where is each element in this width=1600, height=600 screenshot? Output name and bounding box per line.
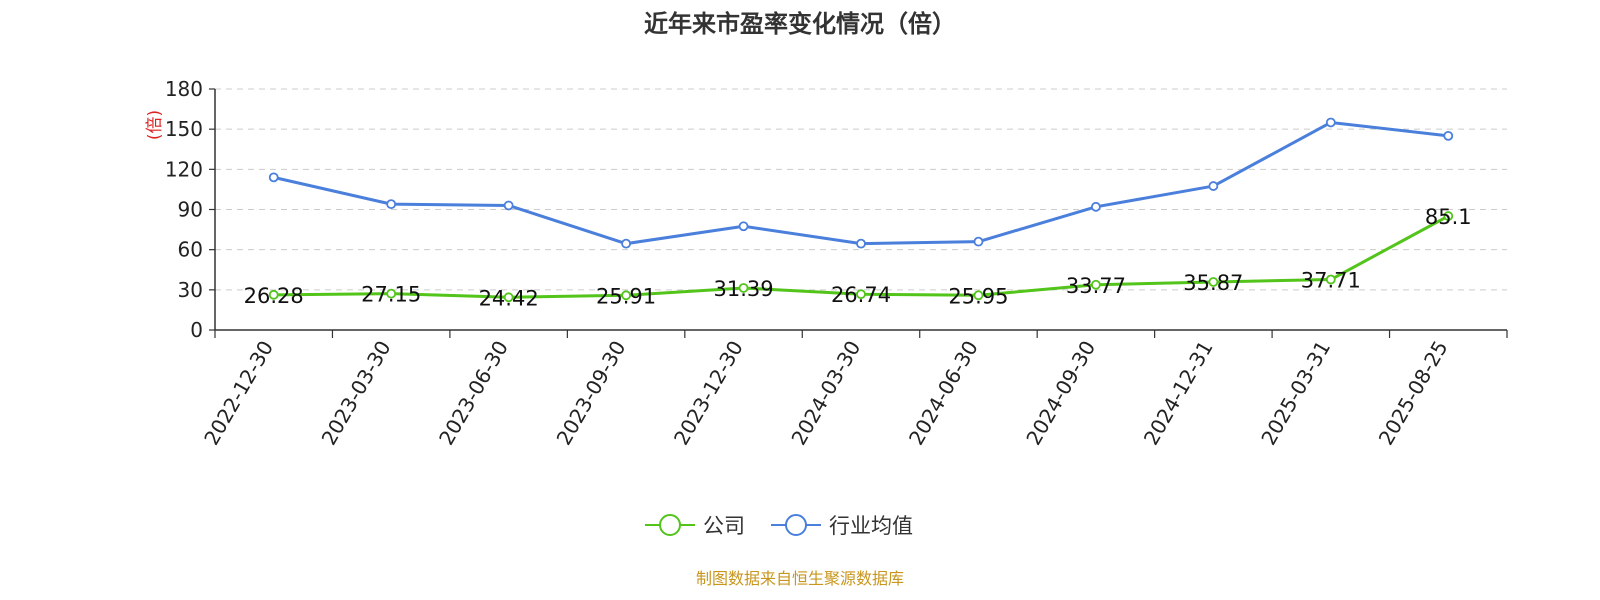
x-tick-label: 2024-03-30 (786, 337, 865, 450)
data-point[interactable] (503, 292, 514, 303)
data-label: 31.39 (713, 277, 773, 301)
data-label: 37.71 (1301, 269, 1361, 293)
data-point[interactable] (1091, 279, 1101, 290)
y-tick-label: 30 (178, 278, 203, 302)
data-labels: 26.28 27.15 24.42 25.91 31.39 26.74 25.95 33.77… (244, 205, 1472, 310)
data-point[interactable] (1443, 211, 1454, 221)
data-label: 26.28 (244, 284, 304, 308)
data-point[interactable] (1091, 201, 1101, 212)
data-label: 25.95 (948, 284, 1008, 308)
x-tick-label: 2024-06-30 (904, 337, 983, 450)
legend-label: 公司 (703, 514, 745, 538)
y-tick-label: 120 (165, 157, 203, 181)
y-tick-label: 150 (165, 117, 203, 141)
data-label: 24.42 (479, 286, 539, 310)
x-tick-label: 2025-03-31 (1256, 337, 1335, 450)
data-label: 27.15 (361, 283, 421, 307)
data-point[interactable] (1443, 130, 1454, 141)
data-label: 25.91 (596, 284, 656, 308)
data-point[interactable] (1208, 181, 1219, 191)
legend-item[interactable]: 公司 (645, 514, 745, 538)
data-point[interactable] (738, 221, 749, 232)
legend-label: 行业均值 (829, 514, 913, 538)
data-point[interactable] (738, 283, 749, 293)
legend-marker-icon (659, 514, 681, 536)
data-point[interactable] (1325, 117, 1336, 128)
legend[interactable]: 公司 行业均值 (645, 514, 913, 538)
x-tick-label: 2023-03-30 (317, 337, 396, 450)
x-tick-label: 2023-09-30 (552, 337, 631, 450)
series-lines (268, 117, 1454, 303)
y-axis-label: (倍) (145, 110, 165, 140)
x-tick-label: 2022-12-30 (199, 337, 278, 450)
data-point[interactable] (621, 290, 631, 301)
data-point[interactable] (856, 289, 866, 300)
data-point[interactable] (268, 172, 279, 183)
x-tick-label: 2023-12-30 (669, 337, 748, 450)
data-point[interactable] (1325, 274, 1336, 285)
chart-title: 近年来市盈率变化情况（倍） (644, 10, 956, 38)
legend-item[interactable]: 行业均值 (771, 514, 913, 538)
data-label: 85.1 (1425, 205, 1472, 229)
data-point[interactable] (268, 289, 279, 300)
data-point[interactable] (386, 199, 397, 210)
x-tick-label: 2023-06-30 (434, 337, 513, 450)
axes: 0 30 60 90 120 150 180 2022-12-30 2023-03-30 2023… (165, 77, 1508, 450)
y-tick-label: 180 (165, 77, 203, 101)
y-tick-label: 60 (178, 238, 203, 262)
data-point[interactable] (1208, 277, 1219, 287)
y-tick-label: 0 (190, 318, 203, 342)
series-line (273, 120, 1449, 246)
data-label: 26.74 (831, 283, 891, 307)
data-point[interactable] (503, 200, 514, 211)
legend-marker-icon (785, 514, 807, 536)
data-point[interactable] (386, 288, 397, 299)
data-label: 35.87 (1183, 271, 1243, 295)
data-label: 33.77 (1066, 274, 1126, 298)
x-tick-label: 2024-12-31 (1139, 337, 1218, 450)
data-point[interactable] (973, 290, 984, 301)
source-note: 制图数据来自恒生聚源数据库 (696, 569, 904, 588)
data-point[interactable] (621, 238, 631, 249)
x-tick-label: 2025-08-25 (1374, 337, 1453, 450)
x-tick-label: 2024-09-30 (1021, 337, 1100, 450)
grid-lines (215, 88, 1507, 291)
data-point[interactable] (973, 236, 984, 247)
y-tick-label: 90 (178, 198, 203, 222)
data-point[interactable] (856, 238, 866, 249)
